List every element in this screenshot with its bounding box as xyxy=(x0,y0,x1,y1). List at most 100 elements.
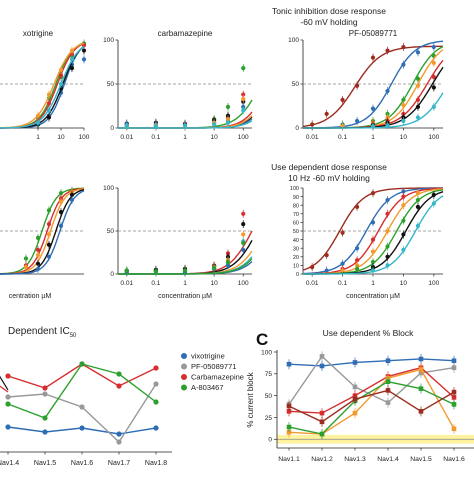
data-point-green xyxy=(241,66,246,71)
data-point-blue xyxy=(324,268,329,273)
data-point-green xyxy=(415,197,421,203)
data-point-orange xyxy=(46,232,52,237)
y-tick-label: 100 xyxy=(288,37,299,44)
y-tick-label: 0 xyxy=(268,437,272,444)
data-point-blue xyxy=(385,197,390,203)
y-tick-label: 0 xyxy=(295,125,299,132)
y-tick-label: 70 xyxy=(293,212,299,218)
y-tick-label: 0 xyxy=(110,271,114,278)
data-point-cyan xyxy=(401,247,406,253)
use-header: Use dependent dose response xyxy=(271,162,387,172)
use-subheader: 10 Hz -60 mV holding xyxy=(288,173,370,183)
tonic-subheader: -60 mV holding xyxy=(300,17,357,27)
data-point-cyan xyxy=(370,124,376,129)
data-point-cyan xyxy=(385,263,390,268)
data-point-blue xyxy=(81,57,87,62)
x-tick-label: 10 xyxy=(211,134,219,141)
chart-tonic_carbamazepine: carbamazepine 0 50 100 0.01 0.1 1 10 100 xyxy=(103,29,253,141)
data-point-red xyxy=(401,194,406,199)
data-point-black xyxy=(81,48,87,53)
data-point-blue xyxy=(58,223,64,228)
y-tick-label: 25 xyxy=(265,415,273,422)
x-tick-label: Nav1.2 xyxy=(311,456,333,463)
data-point-green xyxy=(153,399,159,405)
y-tick-label: 100 xyxy=(261,349,272,356)
x-tick-label: 100 xyxy=(79,134,90,141)
series-line-red xyxy=(288,366,455,414)
data-point-brown xyxy=(324,252,329,258)
data-point-gray xyxy=(319,354,325,359)
data-point-brown xyxy=(354,83,360,88)
data-point-green xyxy=(182,268,188,273)
data-point-cyan xyxy=(415,223,421,228)
data-point-green xyxy=(319,431,325,437)
data-point-green xyxy=(415,76,421,81)
chart-use_vixotrigine: centration µM xyxy=(0,186,85,300)
chart-tonic_vixotrigine: xotrigine 1 10 100 xyxy=(0,29,90,141)
data-point-green xyxy=(212,265,217,271)
data-point-orange xyxy=(451,426,457,432)
panel-label-c: C xyxy=(256,330,268,349)
x-tick-label: 100 xyxy=(428,280,439,287)
data-point-blue xyxy=(354,118,360,124)
x-tick-label: 0.01 xyxy=(120,280,133,287)
data-point-blue xyxy=(354,246,360,251)
data-point-black xyxy=(431,192,436,197)
data-point-orange xyxy=(370,249,376,254)
x-tick-label: 0.01 xyxy=(306,280,319,287)
data-point-brown xyxy=(340,230,345,235)
x-tick-label: 1 xyxy=(183,280,187,287)
x-tick-label: Nav1.4 xyxy=(0,460,19,467)
data-point-blue xyxy=(5,424,11,430)
data-point-blue xyxy=(35,266,41,271)
data-point-brown xyxy=(324,111,329,117)
x-tick-label: 0.1 xyxy=(338,280,347,287)
x-tick-label: Nav1.6 xyxy=(443,456,465,463)
y-tick-label: 30 xyxy=(293,246,299,252)
data-point-red xyxy=(370,237,376,242)
data-point-black xyxy=(415,104,421,109)
data-point-red xyxy=(319,410,325,416)
data-point-orange xyxy=(385,228,390,234)
data-point-green xyxy=(124,268,129,273)
x-axis-label: concentration µM xyxy=(346,293,400,300)
data-point-blue xyxy=(385,358,391,364)
y-tick-label: 20 xyxy=(293,255,299,261)
data-point-cyan xyxy=(431,201,436,206)
x-tick-label: 1 xyxy=(371,280,375,287)
data-point-green xyxy=(23,256,29,261)
data-point-blue xyxy=(46,254,52,259)
data-point-red xyxy=(5,373,11,379)
chart-title: xotrigine xyxy=(23,29,54,38)
data-point-black xyxy=(35,261,41,266)
series-line-green xyxy=(288,380,455,435)
data-point-red xyxy=(35,247,41,253)
data-point-orange xyxy=(46,92,52,97)
y-tick-label: 100 xyxy=(103,37,114,44)
x-axis-label: centration µM xyxy=(9,293,52,300)
data-point-blue xyxy=(352,360,358,365)
data-point-cyan xyxy=(124,123,129,128)
x-tick-label: Nav1.4 xyxy=(377,456,399,463)
data-point-brown xyxy=(418,409,424,414)
data-point-red xyxy=(385,211,390,216)
data-point-blue xyxy=(116,431,122,437)
data-point-orange xyxy=(241,96,246,102)
data-point-black xyxy=(431,85,436,90)
data-point-black xyxy=(401,232,406,237)
data-point-orange xyxy=(35,113,41,118)
data-point-orange xyxy=(401,103,406,108)
chart-title: carbamazepine xyxy=(158,29,213,38)
data-point-brown xyxy=(310,122,315,127)
fit-curve-brown xyxy=(302,187,443,271)
data-point-red xyxy=(241,211,246,216)
chart-ic50_summary: Dependent IC50 Nav1.4 Nav1.5 Nav1.6 Nav1.7 Na… xyxy=(0,326,244,467)
chart-use_carbamazepine: 0 50 100 0.01 0.1 1 10 100 concentration µM xyxy=(103,185,253,300)
data-point-brown xyxy=(451,389,457,395)
chart-use_dependent_block: Use dependent % Block 0 25 50 75 100 % current… xyxy=(246,328,474,463)
data-point-orange xyxy=(23,265,29,270)
data-point-green xyxy=(401,97,406,102)
data-point-orange xyxy=(35,252,41,258)
series-line-blue xyxy=(288,358,455,367)
